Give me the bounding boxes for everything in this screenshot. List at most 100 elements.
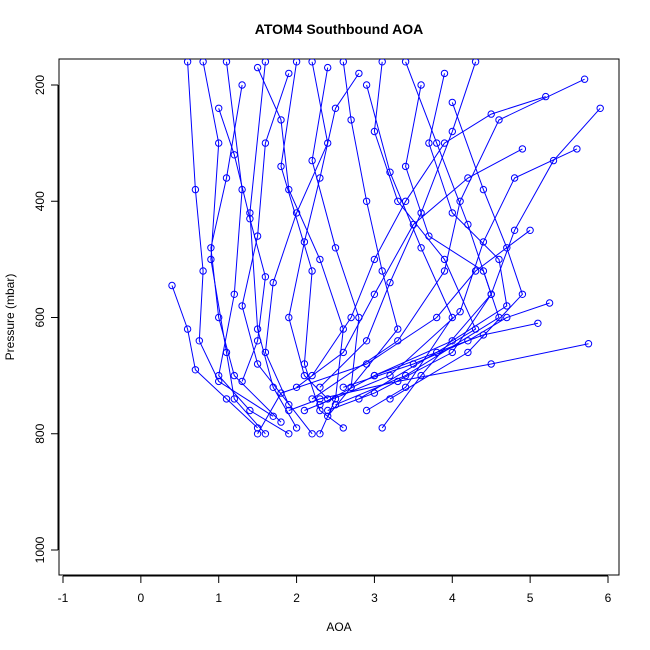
series-line bbox=[218, 108, 266, 382]
x-tick-label: 5 bbox=[527, 591, 534, 605]
data-point bbox=[339, 383, 347, 391]
data-point bbox=[253, 325, 262, 333]
y-tick-label: 1000 bbox=[33, 536, 47, 563]
x-tick-label: 6 bbox=[605, 591, 612, 605]
data-point bbox=[339, 424, 347, 432]
series-line bbox=[366, 84, 453, 411]
y-tick-label: 400 bbox=[33, 191, 47, 211]
data-point bbox=[464, 174, 472, 182]
series-line bbox=[389, 102, 523, 400]
data-point bbox=[370, 127, 379, 136]
series-line bbox=[358, 61, 477, 400]
data-point bbox=[324, 395, 332, 403]
data-point bbox=[580, 75, 589, 83]
data-point bbox=[347, 313, 355, 322]
data-point bbox=[324, 63, 332, 72]
x-axis: -1 0 1 2 3 4 5 6 bbox=[58, 575, 612, 605]
data-point bbox=[230, 151, 239, 159]
series-line bbox=[381, 61, 492, 429]
data-point bbox=[324, 412, 332, 420]
data-point bbox=[456, 308, 464, 316]
data-point bbox=[215, 139, 223, 147]
series-line bbox=[335, 84, 500, 406]
data-point bbox=[503, 302, 511, 310]
data-point bbox=[510, 174, 519, 182]
data-point bbox=[292, 383, 301, 391]
data-point bbox=[292, 209, 301, 217]
data-point bbox=[417, 209, 425, 217]
series-line bbox=[210, 84, 282, 423]
data-point bbox=[230, 395, 239, 403]
data-point bbox=[308, 430, 316, 438]
series-line bbox=[280, 61, 344, 429]
data-point bbox=[394, 325, 402, 333]
data-point bbox=[300, 238, 309, 246]
data-point bbox=[433, 313, 441, 322]
x-tick-label: 4 bbox=[449, 591, 456, 605]
data-point bbox=[464, 348, 472, 357]
data-point bbox=[261, 273, 270, 281]
data-point bbox=[464, 337, 472, 345]
data-point bbox=[339, 59, 347, 66]
series-line bbox=[311, 67, 360, 417]
data-point bbox=[471, 59, 480, 66]
data-point bbox=[253, 360, 262, 368]
data-point bbox=[246, 209, 254, 217]
data-point bbox=[378, 267, 386, 275]
series-line bbox=[202, 61, 266, 435]
data-point bbox=[285, 185, 293, 194]
data-point bbox=[433, 348, 441, 357]
y-tick-label: 200 bbox=[33, 75, 47, 95]
data-point bbox=[207, 255, 215, 264]
series-line bbox=[218, 61, 290, 435]
data-point bbox=[401, 197, 410, 206]
data-point bbox=[518, 145, 527, 153]
data-point bbox=[207, 244, 215, 252]
data-point bbox=[448, 209, 456, 217]
data-point bbox=[448, 337, 456, 345]
data-point bbox=[362, 406, 371, 415]
data-point bbox=[549, 156, 558, 165]
data-point bbox=[292, 59, 301, 66]
data-point bbox=[456, 197, 464, 206]
data-point bbox=[362, 81, 371, 89]
data-point bbox=[362, 337, 371, 345]
data-point bbox=[394, 197, 402, 206]
data-point bbox=[331, 395, 340, 403]
series-line bbox=[343, 302, 550, 388]
data-point bbox=[417, 244, 425, 252]
data-point bbox=[518, 290, 527, 298]
y-tick-label: 800 bbox=[33, 423, 47, 443]
data-point bbox=[285, 69, 293, 78]
data-point bbox=[300, 371, 309, 380]
data-point bbox=[215, 313, 223, 322]
data-point bbox=[308, 371, 316, 380]
data-point bbox=[425, 232, 433, 240]
data-point bbox=[191, 185, 200, 194]
data-point bbox=[316, 174, 324, 182]
data-point bbox=[479, 331, 488, 339]
data-point bbox=[316, 406, 324, 415]
data-point bbox=[238, 377, 246, 386]
data-point bbox=[183, 325, 192, 333]
x-tick-label: -1 bbox=[58, 591, 69, 605]
series-line bbox=[319, 61, 477, 388]
data-point bbox=[285, 313, 293, 322]
series-line bbox=[342, 61, 399, 388]
data-point bbox=[440, 267, 449, 275]
data-point bbox=[230, 290, 239, 298]
data-point bbox=[479, 267, 488, 275]
series-line bbox=[304, 148, 578, 411]
data-point bbox=[269, 412, 277, 420]
data-point bbox=[417, 371, 425, 380]
data-point bbox=[222, 174, 231, 182]
data-point bbox=[222, 59, 231, 66]
x-axis-label: AOA bbox=[326, 620, 351, 634]
plot-frame bbox=[58, 58, 620, 576]
data-point bbox=[378, 59, 386, 66]
series-line bbox=[374, 73, 508, 377]
data-point bbox=[308, 59, 316, 66]
data-point bbox=[534, 319, 542, 327]
data-point bbox=[401, 59, 410, 66]
